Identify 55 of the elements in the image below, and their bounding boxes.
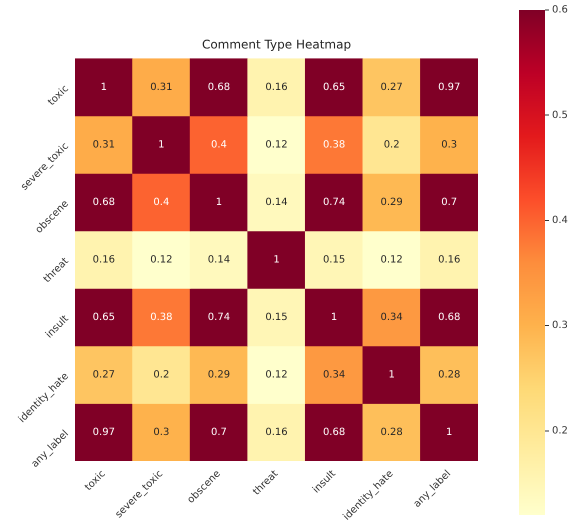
data-label: 0.97 <box>92 426 115 438</box>
data-label: 0.65 <box>92 312 115 323</box>
chart-title: Comment Type Heatmap <box>202 37 352 52</box>
color-bar-label: 0.2 <box>552 425 568 436</box>
data-label: 0.29 <box>380 196 403 208</box>
data-label: 0.16 <box>92 254 115 266</box>
data-label: 0.34 <box>380 312 403 323</box>
data-label: 0.27 <box>380 82 403 93</box>
data-label: 0.14 <box>265 196 288 208</box>
data-label: 0.31 <box>92 139 115 150</box>
data-label: 0.7 <box>441 196 458 208</box>
data-label: 0.3 <box>441 139 458 150</box>
data-label: 0.16 <box>438 254 460 266</box>
data-label: 0.7 <box>210 426 227 438</box>
data-label: 0.2 <box>153 369 170 380</box>
data-label: 0.65 <box>322 82 346 93</box>
color-bar-label: 0.4 <box>552 215 568 226</box>
data-label: 0.4 <box>210 139 227 150</box>
data-label: 0.68 <box>322 426 346 438</box>
data-label: 0.74 <box>208 312 230 323</box>
data-label: 1 <box>273 254 280 266</box>
color-bar-label: 0.5 <box>552 110 568 121</box>
data-label: 0.28 <box>380 426 403 438</box>
data-label: 0.28 <box>438 369 460 380</box>
data-label: 0.14 <box>208 254 230 266</box>
data-label: 0.16 <box>265 82 288 93</box>
data-label: 0.97 <box>438 82 460 93</box>
data-label: 0.27 <box>92 369 115 380</box>
data-label: 1 <box>100 82 107 93</box>
data-label: 0.12 <box>265 139 288 150</box>
data-label: 0.12 <box>150 254 172 266</box>
data-label: 0.15 <box>265 312 288 323</box>
data-label: 0.68 <box>438 312 460 323</box>
data-label: 1 <box>158 139 165 150</box>
data-label: 0.3 <box>153 426 170 438</box>
data-label: 0.68 <box>208 82 230 93</box>
data-label: 1 <box>446 426 452 438</box>
data-label: 0.38 <box>150 312 172 323</box>
data-label: 0.68 <box>92 196 115 208</box>
data-label: 1 <box>330 312 338 323</box>
data-label: 1 <box>388 369 395 380</box>
data-label: 0.15 <box>322 254 346 266</box>
data-label: 0.12 <box>380 254 403 266</box>
color-bar-label: 0.6 <box>552 4 568 16</box>
data-label: 0.29 <box>208 369 230 380</box>
data-label: 0.16 <box>265 426 288 438</box>
data-label: 1 <box>216 196 222 208</box>
data-label: 0.34 <box>322 369 346 380</box>
data-label: 0.12 <box>265 369 288 380</box>
data-label: 0.2 <box>384 139 400 150</box>
data-label: 0.38 <box>322 139 346 150</box>
data-label: 0.74 <box>322 196 346 208</box>
data-label: 0.4 <box>153 196 170 208</box>
color-bar-label: 0.3 <box>552 320 568 332</box>
data-label: 0.31 <box>150 82 172 93</box>
